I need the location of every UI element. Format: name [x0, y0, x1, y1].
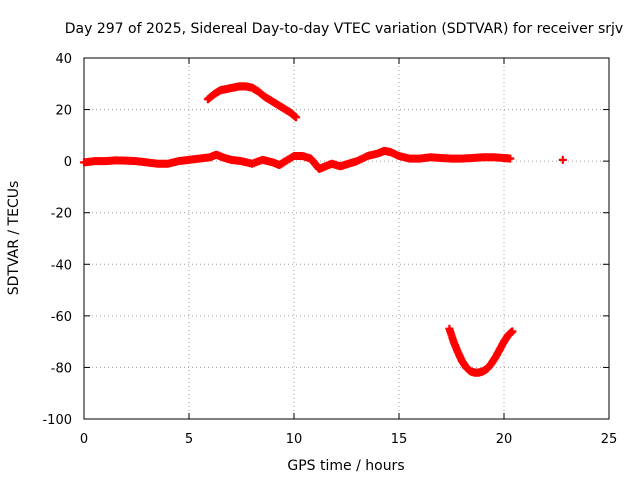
- data-point-marker: [506, 154, 515, 163]
- x-tick-label: 0: [80, 432, 88, 447]
- y-tick-label: -100: [42, 413, 72, 428]
- data-point-marker: [292, 113, 301, 122]
- data-points: [80, 82, 567, 377]
- y-tick-label: -20: [51, 207, 72, 222]
- chart-title: Day 297 of 2025, Sidereal Day-to-day VTE…: [65, 21, 623, 37]
- y-tick-label: 0: [64, 155, 72, 170]
- x-tick-label: 25: [601, 432, 618, 447]
- grid-lines: [84, 58, 609, 419]
- x-tick-label: 20: [496, 432, 513, 447]
- y-tick-label: -80: [51, 361, 72, 376]
- y-tick-label: 40: [55, 52, 72, 67]
- y-axis-label: SDTVAR / TECUs: [6, 181, 22, 296]
- data-point-marker: [508, 327, 517, 336]
- data-point-marker: [558, 155, 567, 164]
- y-tick-label: -60: [51, 310, 72, 325]
- plot-frame: [83, 57, 610, 420]
- x-tick-label: 15: [391, 432, 408, 447]
- x-tick-label: 10: [286, 432, 303, 447]
- y-tick-label: 20: [55, 104, 72, 119]
- y-tick-label: -40: [51, 258, 72, 273]
- axis-ticks: 0 5 10 15 20 25 40 20 0 -20 -40 -60 -80 -100: [42, 52, 617, 447]
- x-tick-label: 5: [185, 432, 193, 447]
- x-axis-label: GPS time / hours: [287, 458, 404, 474]
